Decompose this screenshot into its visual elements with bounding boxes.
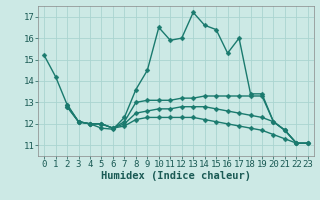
X-axis label: Humidex (Indice chaleur): Humidex (Indice chaleur)	[101, 171, 251, 181]
